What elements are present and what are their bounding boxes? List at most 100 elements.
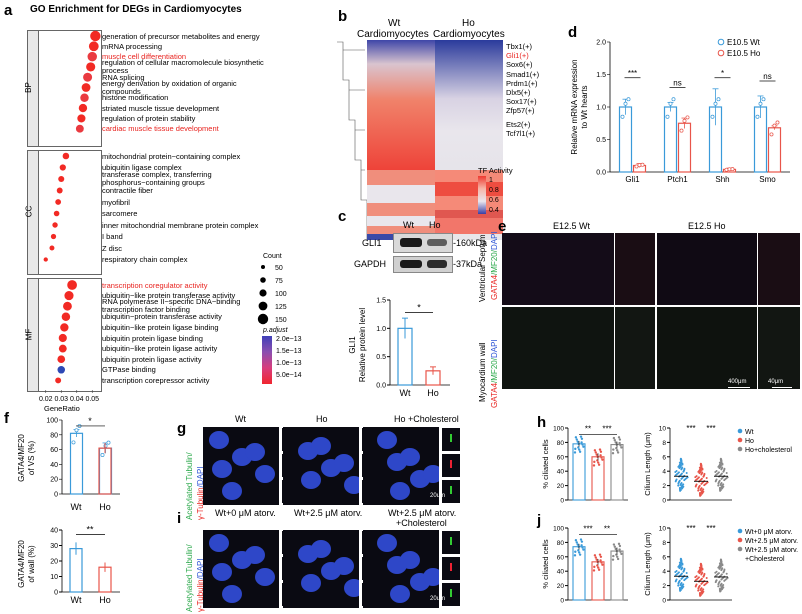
count-legend-dot (260, 277, 266, 283)
data-point (683, 467, 686, 470)
go-dot (58, 175, 65, 183)
go-dot (49, 245, 55, 251)
tf-heatmap (337, 40, 503, 240)
panel-label-h: h (537, 414, 547, 431)
data-point (682, 483, 685, 486)
data-point (578, 551, 581, 554)
if-vs-wt-zoom (615, 233, 655, 305)
padj-tick: 5.0e−14 (276, 372, 302, 379)
data-point (597, 461, 600, 464)
data-point (675, 578, 678, 581)
data-point (695, 583, 698, 586)
panel-label-f: f (4, 410, 9, 427)
data-point (612, 448, 615, 451)
count-legend-label: 75 (275, 278, 283, 285)
legend-label: +Cholesterol (745, 556, 785, 563)
ylabel-left: % ciliated cells (541, 539, 550, 588)
data-point (720, 582, 723, 585)
data-point (616, 555, 619, 558)
heatmap-col2b: Cardiomyocytes (433, 29, 505, 40)
y-tick-label: 20 (50, 477, 58, 484)
padj-legend-title: p.adjust (263, 327, 288, 334)
y-tick-label: 0.5 (596, 137, 606, 144)
go-term-label: regulation of cellular macromolecule bio… (102, 57, 264, 75)
data-point (682, 118, 687, 123)
y-tick-label: 20 (557, 483, 565, 490)
data-point (71, 440, 76, 445)
cilia-image (203, 427, 279, 505)
data-point (710, 114, 715, 119)
data-point (577, 549, 580, 552)
data-point (575, 541, 578, 544)
sig-label: ns (763, 72, 771, 81)
cilia-zoom (441, 427, 461, 452)
data-point (601, 563, 604, 566)
go-term-label: I band (102, 232, 123, 241)
wb-kda-37: -37kDa (453, 259, 483, 269)
sig-label: *** (602, 425, 611, 434)
go-term-label: ubiquitin protein ligase binding (102, 333, 203, 343)
y-tick-label: 20 (557, 583, 565, 590)
bar (69, 548, 83, 593)
data-point (680, 559, 683, 562)
ylabel-right: Cilium Length (μm) (643, 532, 652, 596)
data-point (677, 484, 680, 487)
go-term-label: RNA polymerase II−specific DNA−binding t… (102, 297, 241, 315)
data-point (726, 476, 729, 479)
tf-label: Sox17(+) (506, 97, 537, 107)
tf-label: Ets2(+) (506, 119, 531, 129)
go-dot (43, 257, 48, 262)
cilia-image (283, 530, 359, 608)
data-point (720, 482, 723, 485)
data-point (618, 441, 621, 445)
data-point (677, 571, 680, 574)
sig-label: ** (604, 525, 610, 534)
panel-label-g: g (177, 420, 187, 437)
y-tick-label: 20 (50, 559, 58, 566)
data-point (678, 479, 681, 482)
data-point (618, 548, 621, 551)
data-point (730, 167, 735, 172)
data-point (695, 575, 698, 578)
go-xlabel: GeneRatio (44, 404, 80, 413)
data-point (725, 472, 728, 474)
tf-tick: 0.4 (489, 207, 499, 214)
y-tick-label: 60 (50, 447, 58, 454)
data-point (682, 585, 685, 588)
data-point (700, 577, 703, 580)
i-col-label: Wt+2.5 μM atorv. (388, 508, 457, 518)
y-tick-label: 0 (54, 590, 58, 597)
data-point (665, 114, 670, 119)
go-dot-plot: 0.02 0.03 0.04 0.05 (39, 30, 101, 403)
data-point (681, 566, 684, 569)
data-point (685, 472, 688, 474)
data-point (598, 553, 602, 556)
panel-label-e: e (498, 218, 507, 235)
data-point (611, 452, 615, 455)
data-point (680, 459, 683, 462)
data-point (576, 543, 579, 546)
cilia-zoom (441, 530, 461, 555)
i-ylabel: Acetylated Tubulin/ (185, 544, 194, 612)
data-point (720, 459, 723, 462)
go-dot (57, 355, 66, 364)
y-tick-label: 4 (662, 569, 666, 576)
data-point (701, 567, 704, 570)
data-point (677, 471, 680, 474)
data-point (593, 565, 596, 569)
ylabel-right: Cilium Length (μm) (643, 432, 652, 496)
sig-label: *** (686, 424, 695, 433)
y-tick-label: 80 (50, 432, 58, 439)
data-point (675, 570, 678, 573)
go-term-label: sarcomere (102, 209, 138, 218)
f-ylabel: GATA4/MF20 (17, 434, 26, 482)
data-point (580, 544, 583, 547)
go-term-label: cardiac muscle tissue development (102, 124, 219, 134)
data-point (616, 451, 620, 454)
data-point (576, 440, 579, 443)
tf-label: Smad1(+) (506, 69, 540, 79)
data-point (706, 481, 709, 484)
data-point (679, 588, 682, 591)
go-dot (86, 62, 96, 72)
y-tick-label: 0.0 (596, 170, 606, 177)
